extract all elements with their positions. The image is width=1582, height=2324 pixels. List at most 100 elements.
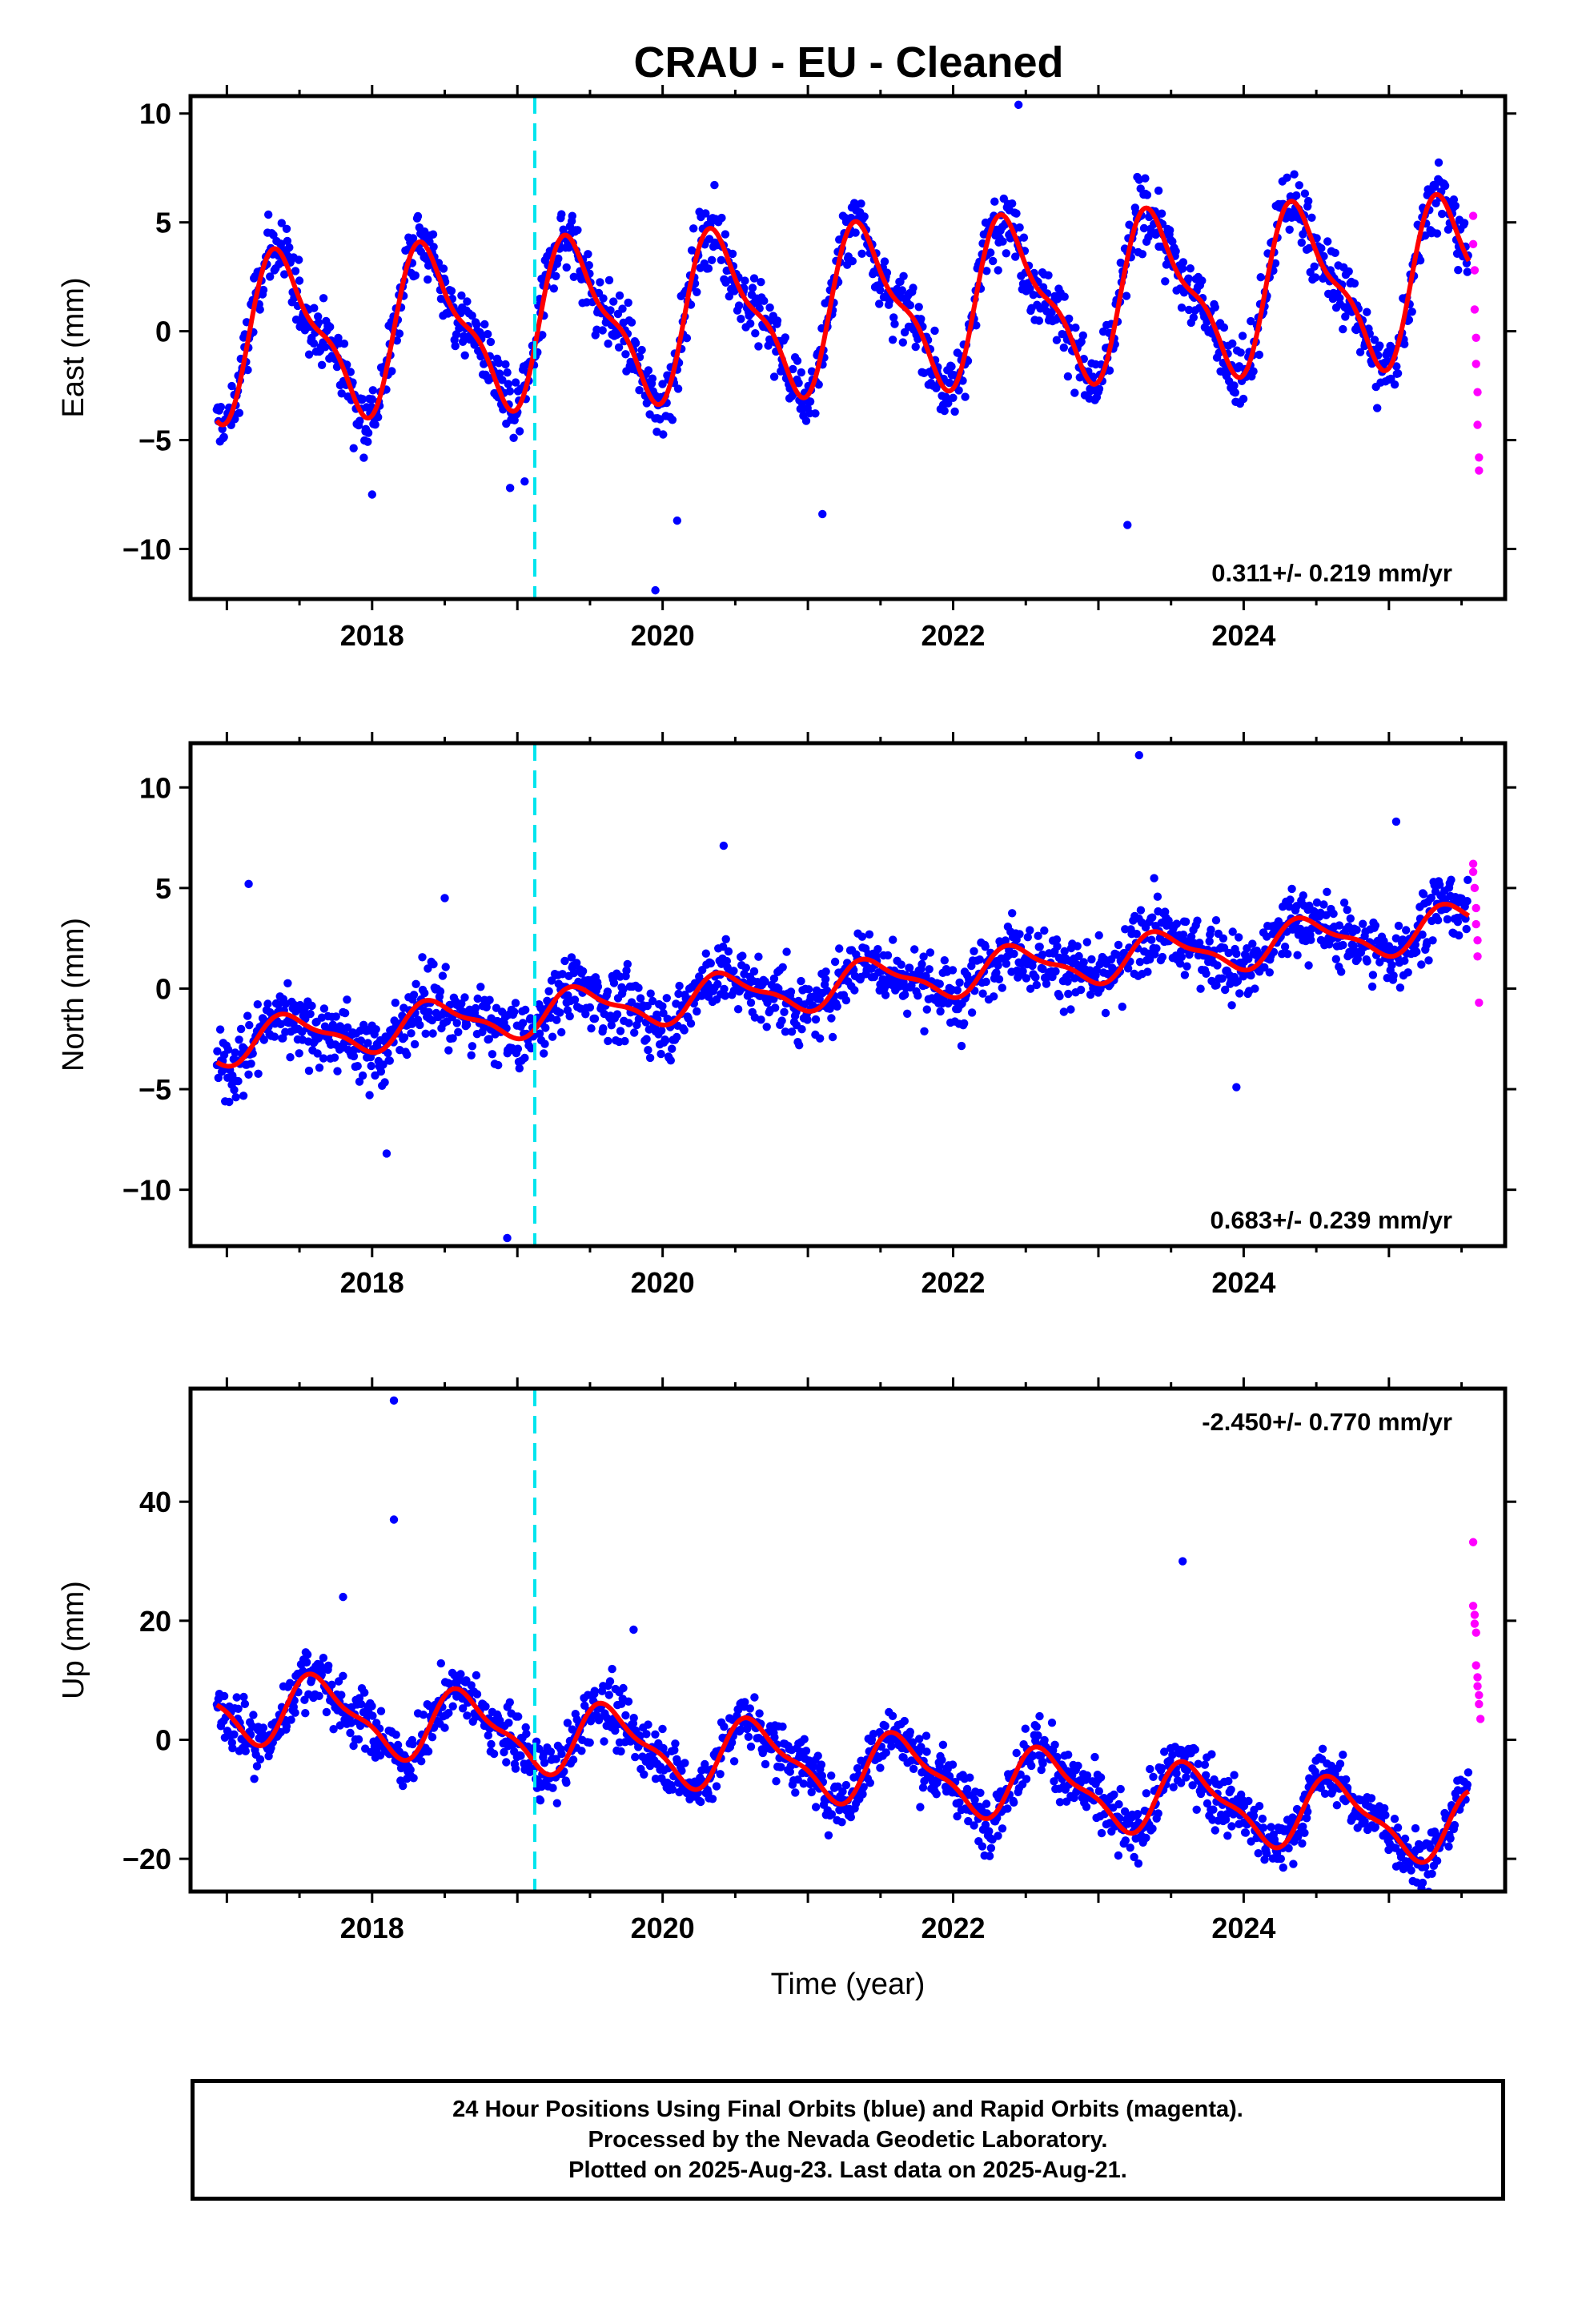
final-orbit-point [349, 444, 358, 452]
final-orbit-point [750, 1693, 759, 1702]
final-orbit-point [231, 1048, 239, 1057]
final-orbit-point [624, 298, 632, 308]
final-orbit-point [787, 1027, 797, 1036]
final-orbit-point [552, 1799, 561, 1807]
final-orbit-point [1295, 181, 1304, 190]
final-orbit-point [827, 1810, 837, 1819]
final-orbit-point [646, 989, 655, 998]
final-orbit-point [773, 316, 782, 325]
final-orbit-point [363, 1039, 372, 1047]
final-orbit-point [1011, 252, 1020, 261]
final-orbit-point [865, 1779, 875, 1787]
final-orbit-point [624, 1697, 633, 1706]
final-orbit-point [1147, 935, 1156, 944]
final-orbit-point [761, 1759, 770, 1769]
final-orbit-point [1400, 340, 1409, 348]
final-orbit-point [1161, 277, 1170, 286]
final-orbit-point [521, 1723, 530, 1732]
final-orbit-point [1203, 1799, 1212, 1808]
final-orbit-point [1352, 926, 1361, 935]
final-orbit-point [451, 341, 460, 351]
final-orbit-point [1400, 956, 1409, 965]
final-orbit-point [568, 211, 576, 220]
final-orbit-point [1343, 906, 1351, 915]
final-orbit-point [967, 1008, 977, 1017]
final-orbit-point [355, 1077, 364, 1086]
final-orbit-point [882, 268, 892, 277]
final-orbit-point [1074, 951, 1083, 961]
final-orbit-point [252, 1762, 262, 1771]
final-orbit-point [476, 352, 485, 361]
final-orbit-point [400, 1033, 409, 1042]
final-orbit-point [291, 267, 300, 275]
final-orbit-point [1012, 209, 1021, 218]
final-orbit-point [801, 1747, 811, 1755]
y-tick-label: 20 [139, 1605, 171, 1638]
final-orbit-point [1169, 1783, 1178, 1791]
rapid-orbit-point [1475, 453, 1484, 462]
final-orbit-point [1337, 967, 1346, 976]
final-orbit-point [712, 1782, 721, 1791]
final-orbit-point [1059, 343, 1069, 352]
final-orbit-point [1460, 219, 1469, 227]
final-orbit-point [727, 1738, 737, 1747]
final-orbit-point [897, 960, 905, 969]
final-orbit-point [680, 1026, 689, 1035]
final-orbit-point [945, 378, 954, 388]
final-orbit-point [514, 1712, 523, 1721]
final-orbit-point [1287, 884, 1296, 894]
final-orbit-point [807, 1787, 816, 1797]
final-orbit-point [1412, 947, 1421, 956]
final-orbit-point [283, 236, 292, 246]
final-orbit-point [1146, 955, 1154, 964]
final-orbit-point [1130, 1852, 1138, 1862]
final-orbit-point [981, 943, 990, 951]
final-orbit-point [540, 1039, 549, 1048]
final-orbit-point [411, 271, 420, 280]
final-orbit-point [1249, 367, 1258, 376]
final-orbit-point [1123, 964, 1133, 973]
final-orbit-point [1178, 264, 1187, 273]
final-orbit-point [1322, 911, 1331, 920]
final-orbit-point [1027, 1761, 1036, 1771]
final-orbit-point [1086, 990, 1095, 999]
final-orbit-point [309, 339, 319, 348]
final-orbit-point [900, 1716, 909, 1726]
final-orbit-point [741, 963, 750, 972]
rapid-orbit-point [1468, 239, 1478, 249]
final-orbit-point [1363, 308, 1371, 316]
final-orbit-point [371, 420, 379, 429]
final-orbit-point [500, 1747, 508, 1757]
final-orbit-point [1186, 264, 1195, 273]
final-orbit-point [317, 360, 327, 369]
final-orbit-point [324, 1661, 333, 1671]
final-orbit-point [410, 1039, 420, 1049]
final-orbit-point [803, 1015, 812, 1024]
final-orbit-point [1223, 1831, 1232, 1840]
final-orbit-point [568, 1725, 576, 1734]
final-orbit-point [658, 1724, 667, 1734]
final-orbit-point [391, 1731, 400, 1739]
final-orbit-point [772, 1777, 781, 1786]
final-orbit-point [758, 1748, 767, 1758]
final-orbit-point [1022, 974, 1031, 983]
final-orbit-point [1047, 308, 1056, 317]
final-orbit-point [985, 1827, 994, 1835]
final-orbit-point [673, 384, 683, 393]
final-orbit-point [1221, 985, 1230, 995]
final-orbit-point [544, 987, 553, 996]
final-orbit-point [568, 1755, 578, 1764]
final-orbit-point [505, 387, 515, 396]
final-orbit-point [346, 368, 355, 376]
final-orbit-point [307, 1001, 316, 1011]
final-orbit-point [476, 983, 485, 991]
final-orbit-point [1320, 1789, 1330, 1798]
final-orbit-point [347, 1719, 355, 1727]
final-orbit-point [778, 963, 787, 972]
y-tick-label: −5 [139, 1073, 171, 1106]
final-orbit-point [838, 1787, 847, 1796]
panel-frame-up [188, 1386, 1508, 1894]
final-orbit-point [970, 1821, 978, 1830]
final-orbit-point [998, 983, 1007, 992]
final-orbit-point [1375, 958, 1384, 967]
